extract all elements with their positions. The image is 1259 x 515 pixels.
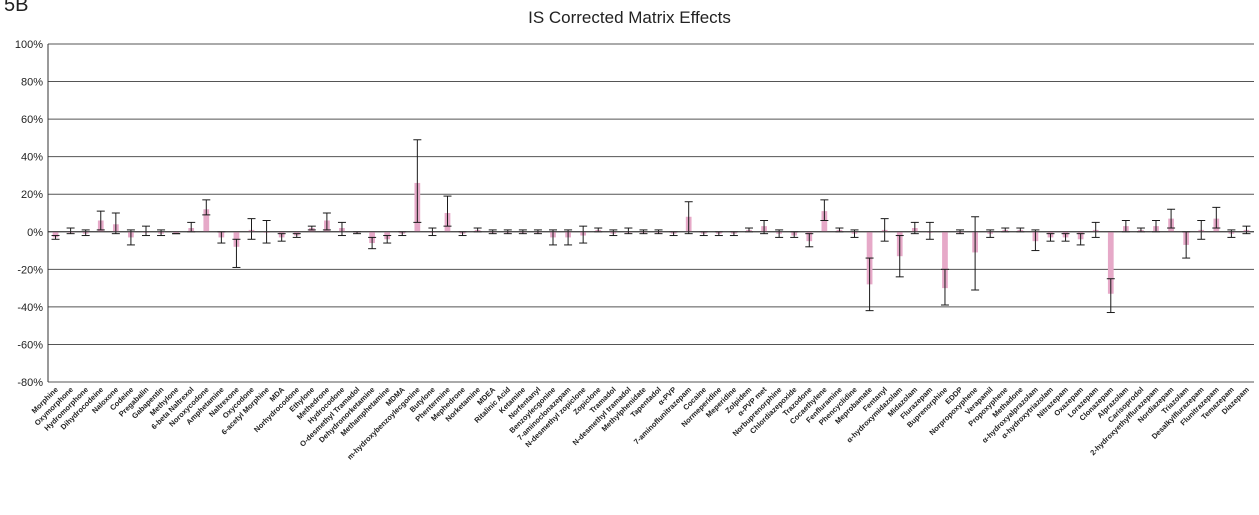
bar — [1107, 231, 1114, 294]
bar — [52, 231, 59, 238]
bar — [173, 231, 180, 234]
y-tick-label: -20% — [17, 264, 43, 276]
bar — [203, 209, 210, 232]
y-tick-label: 80% — [21, 77, 43, 89]
y-tick-label: 20% — [21, 189, 43, 201]
y-tick-label: 0% — [27, 227, 43, 239]
y-tick-label: -60% — [17, 339, 43, 351]
y-tick-label: 40% — [21, 152, 43, 164]
bar — [942, 231, 948, 289]
bar — [821, 211, 828, 232]
panel-label: 5B — [4, 0, 29, 16]
y-tick-label: 100% — [15, 39, 43, 51]
y-tick-label: -40% — [17, 302, 43, 314]
y-tick-label: -80% — [17, 377, 43, 389]
chart-title: IS Corrected Matrix Effects — [528, 8, 731, 27]
y-tick-label: 60% — [21, 114, 43, 126]
